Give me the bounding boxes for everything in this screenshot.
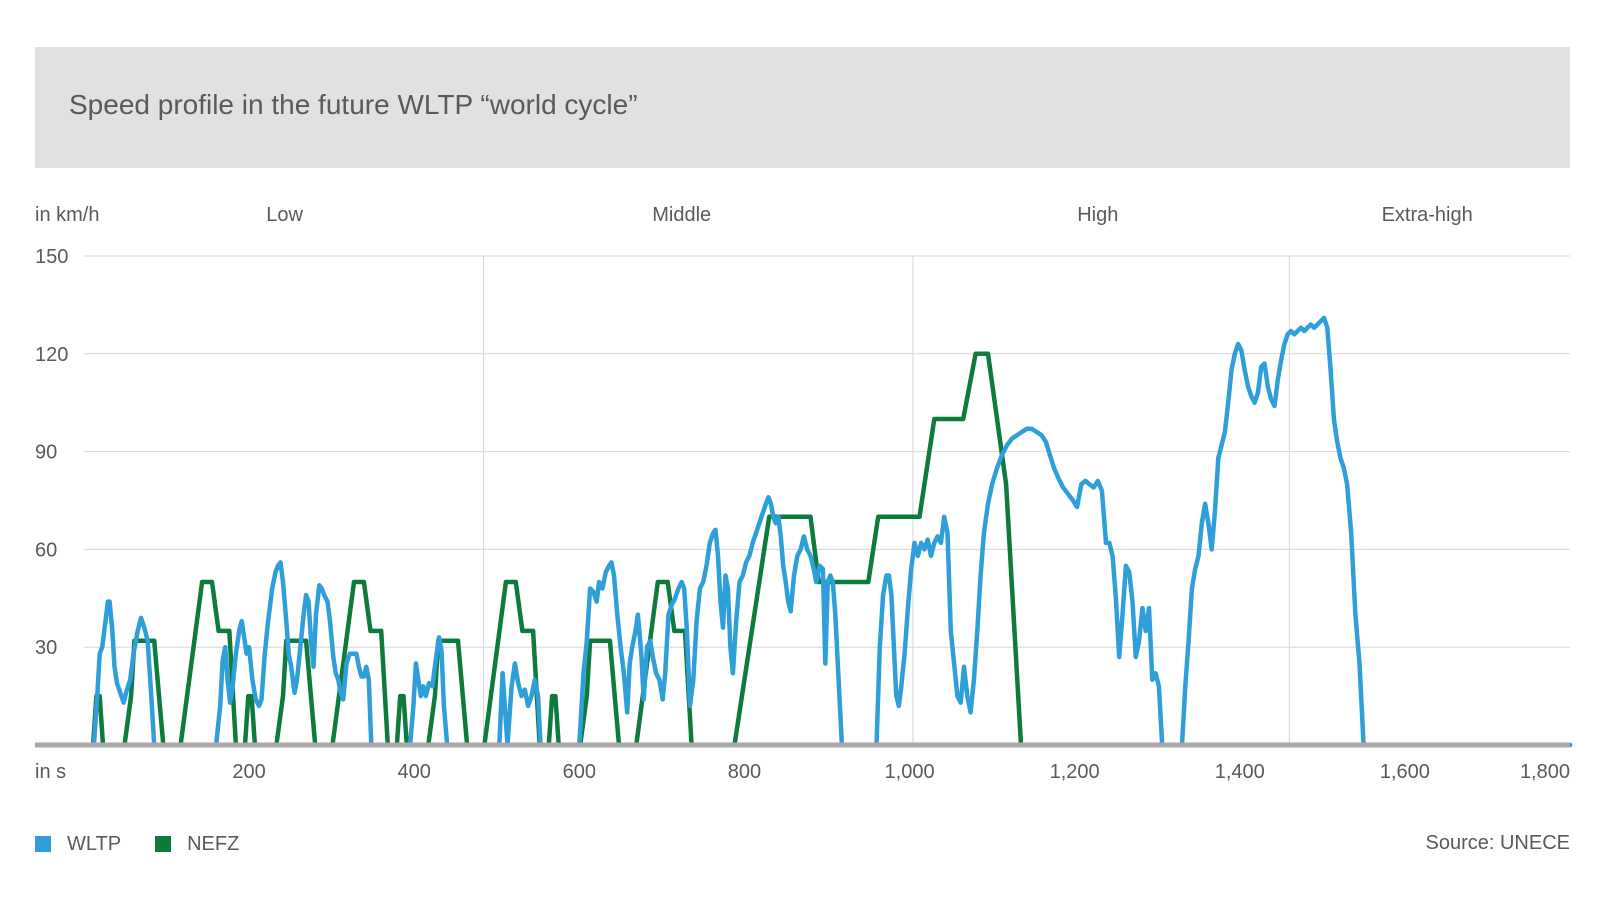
phase-label-high: High: [1077, 204, 1118, 226]
y-tick-label-120: 120: [35, 344, 68, 366]
legend-label-nefz: NEFZ: [187, 832, 240, 855]
x-tick-label-400: 400: [398, 761, 431, 783]
y-tick-label-60: 60: [35, 539, 57, 561]
series-line-wltp: [81, 315, 1573, 748]
y-tick-label-150: 150: [35, 246, 68, 268]
x-tick-label-1800: 1,800: [1520, 761, 1570, 783]
x-tick-label-1000: 1,000: [885, 761, 935, 783]
x-tick-label-200: 200: [232, 761, 265, 783]
legend-swatch-wltp: [35, 836, 51, 852]
phase-label-extra-high: Extra-high: [1382, 204, 1473, 226]
chart-title: Speed profile in the future WLTP “world …: [69, 89, 638, 120]
y-axis-label: in km/h: [35, 204, 99, 226]
legend-item-wltp: WLTP: [35, 833, 121, 856]
title-banner: Speed profile in the future WLTP “world …: [35, 47, 1570, 168]
legend-label-wltp: WLTP: [67, 832, 122, 855]
legend-swatch-nefz: [155, 836, 172, 852]
x-tick-label-600: 600: [563, 761, 596, 783]
x-tick-label-800: 800: [728, 761, 761, 783]
x-tick-label-1600: 1,600: [1380, 761, 1430, 783]
label-layer: in km/h in s 30 60 90 120 150 Low Middle High Ex…: [35, 204, 1570, 783]
x-tick-label-1200: 1,200: [1050, 761, 1100, 783]
y-tick-label-30: 30: [35, 637, 57, 659]
series-layer: [35, 315, 1573, 748]
legend: WLTP NEFZ: [35, 832, 273, 856]
phase-label-middle: Middle: [652, 204, 711, 226]
y-tick-label-90: 90: [35, 442, 57, 464]
source-note: Source: UNECE: [1425, 832, 1571, 854]
x-axis-label: in s: [35, 761, 66, 783]
legend-item-nefz: NEFZ: [155, 833, 239, 856]
x-tick-label-1400: 1,400: [1215, 761, 1265, 783]
phase-label-low: Low: [266, 204, 303, 226]
